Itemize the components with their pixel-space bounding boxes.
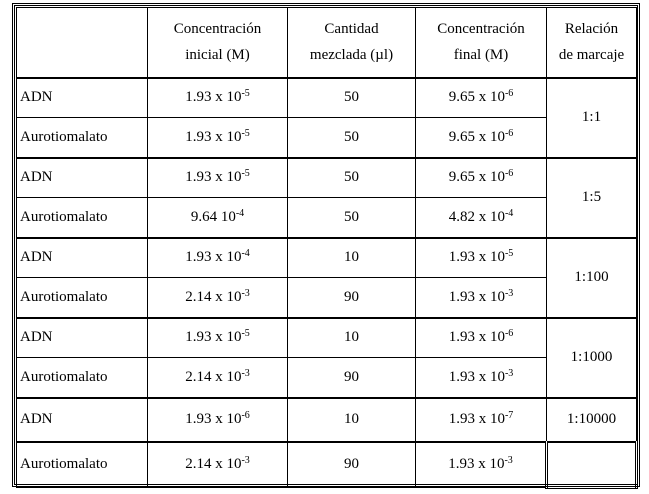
table-row: ADN 1.93 x 10-5 10 1.93 x 10-6 1:1000 xyxy=(17,318,637,358)
labeling-ratio-cell: 1:1000 xyxy=(547,318,637,398)
compound-cell: Aurotiomalato xyxy=(17,118,148,158)
mixed-amount-cell: 90 xyxy=(288,442,416,488)
table-row: ADN 1.93 x 10-4 10 1.93 x 10-5 1:100 xyxy=(17,238,637,278)
initial-concentration-cell: 1.93 x 10-5 xyxy=(148,118,288,158)
initial-concentration-cell: 1.93 x 10-5 xyxy=(148,318,288,358)
table-row: Aurotiomalato 9.64 10-4 50 4.82 x 10-4 xyxy=(17,198,637,238)
compound-cell: Aurotiomalato xyxy=(17,198,148,238)
compound-cell: ADN xyxy=(17,78,148,118)
mixed-amount-cell: 10 xyxy=(288,318,416,358)
initial-concentration-cell: 1.93 x 10-5 xyxy=(148,158,288,198)
final-concentration-cell: 9.65 x 10-6 xyxy=(416,78,547,118)
table-row: Aurotiomalato 1.93 x 10-5 50 9.65 x 10-6 xyxy=(17,118,637,158)
initial-concentration-cell: 2.14 x 10-3 xyxy=(148,442,288,488)
final-concentration-cell: 1.93 x 10-7 xyxy=(416,398,547,442)
table-row: ADN 1.93 x 10-5 50 9.65 x 10-6 1:5 xyxy=(17,158,637,198)
mixed-amount-cell: 50 xyxy=(288,118,416,158)
header-initial-concentration: Concentracióninicial (M) xyxy=(148,8,288,78)
compound-cell: Aurotiomalato xyxy=(17,442,148,488)
compound-cell: ADN xyxy=(17,158,148,198)
initial-concentration-cell: 1.93 x 10-4 xyxy=(148,238,288,278)
labeling-ratio-cell: 1:100 xyxy=(547,238,637,318)
final-concentration-cell: 1.93 x 10-6 xyxy=(416,318,547,358)
compound-cell: ADN xyxy=(17,238,148,278)
header-row: Concentracióninicial (M) Cantidadmezclad… xyxy=(17,8,637,78)
table-row: Aurotiomalato 2.14 x 10-3 90 1.93 x 10-3 xyxy=(17,278,637,318)
mixed-amount-cell: 90 xyxy=(288,278,416,318)
labeling-ratio-cell: 1:5 xyxy=(547,158,637,238)
compound-cell: ADN xyxy=(17,318,148,358)
compound-cell: ADN xyxy=(17,398,148,442)
final-concentration-cell: 1.93 x 10-3 xyxy=(416,278,547,318)
final-concentration-cell: 9.65 x 10-6 xyxy=(416,158,547,198)
header-compound xyxy=(17,8,148,78)
mixed-amount-cell: 50 xyxy=(288,78,416,118)
initial-concentration-cell: 2.14 x 10-3 xyxy=(148,278,288,318)
header-mixed-amount: Cantidadmezclada (µl) xyxy=(288,8,416,78)
initial-concentration-cell: 1.93 x 10-6 xyxy=(148,398,288,442)
mixed-amount-cell: 50 xyxy=(288,158,416,198)
header-final-concentration: Concentraciónfinal (M) xyxy=(416,8,547,78)
compound-cell: Aurotiomalato xyxy=(17,278,148,318)
initial-concentration-cell: 1.93 x 10-5 xyxy=(148,78,288,118)
labeling-ratio-cell: 1:1 xyxy=(547,78,637,158)
labeling-ratio-empty-cell xyxy=(547,442,637,488)
table-row: ADN 1.93 x 10-6 10 1.93 x 10-7 1:10000 xyxy=(17,398,637,442)
mixed-amount-cell: 90 xyxy=(288,358,416,398)
compound-cell: Aurotiomalato xyxy=(17,358,148,398)
labeling-ratio-table: Concentracióninicial (M) Cantidadmezclad… xyxy=(16,7,638,489)
mixed-amount-cell: 50 xyxy=(288,198,416,238)
final-concentration-cell: 4.82 x 10-4 xyxy=(416,198,547,238)
final-concentration-cell: 1.93 x 10-3 xyxy=(416,442,547,488)
table-row: Aurotiomalato 2.14 x 10-3 90 1.93 x 10-3 xyxy=(17,442,637,488)
mixed-amount-cell: 10 xyxy=(288,398,416,442)
initial-concentration-cell: 2.14 x 10-3 xyxy=(148,358,288,398)
table-row: Aurotiomalato 2.14 x 10-3 90 1.93 x 10-3 xyxy=(17,358,637,398)
final-concentration-cell: 1.93 x 10-3 xyxy=(416,358,547,398)
mixed-amount-cell: 10 xyxy=(288,238,416,278)
initial-concentration-cell: 9.64 10-4 xyxy=(148,198,288,238)
header-labeling-ratio: Relaciónde marcaje xyxy=(547,8,637,78)
labeling-ratio-cell: 1:10000 xyxy=(547,398,637,442)
final-concentration-cell: 1.93 x 10-5 xyxy=(416,238,547,278)
table-row: ADN 1.93 x 10-5 50 9.65 x 10-6 1:1 xyxy=(17,78,637,118)
final-concentration-cell: 9.65 x 10-6 xyxy=(416,118,547,158)
